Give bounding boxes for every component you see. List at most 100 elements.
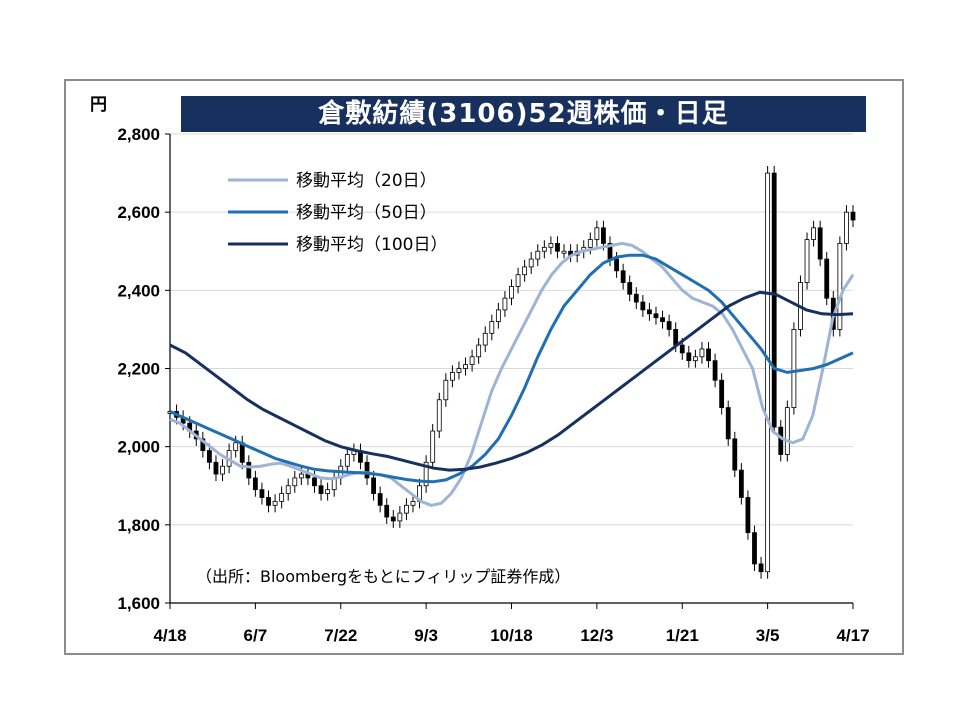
candle-body <box>207 450 212 463</box>
x-tick-label: 4/18 <box>153 626 186 645</box>
candle-body <box>298 473 304 479</box>
candle-body <box>371 477 376 494</box>
candle-body <box>647 309 652 315</box>
candle-body <box>620 270 626 283</box>
legend: 移動平均（20日） 移動平均（50日） 移動平均（100日） <box>228 171 447 255</box>
candle-body <box>456 368 462 373</box>
candle-body <box>811 227 816 240</box>
candle-body <box>312 477 317 487</box>
candle-body <box>765 172 771 573</box>
source-note: （出所：Bloombergをもとにフィリップ証券作成） <box>196 567 570 586</box>
candle-body <box>423 461 429 487</box>
legend-label: 移動平均（100日） <box>296 235 447 255</box>
candle-body <box>502 297 508 311</box>
candle-body <box>220 465 225 475</box>
y-tick-label: 2,000 <box>117 438 160 457</box>
candle-body <box>614 258 619 272</box>
candle-body <box>272 500 278 506</box>
candle-body <box>850 211 856 221</box>
candle-body <box>443 379 449 401</box>
candle-body <box>699 348 705 358</box>
candle-body <box>837 243 843 330</box>
candle-body <box>673 329 679 346</box>
candle-body <box>627 282 633 295</box>
candle-body <box>246 461 252 479</box>
candle-body <box>692 356 698 362</box>
candle-body <box>844 211 849 244</box>
candle-body <box>410 500 416 506</box>
candle-body <box>732 438 738 471</box>
candle-body <box>640 301 646 311</box>
candle-body <box>752 532 757 565</box>
grid <box>170 133 853 526</box>
ma-line-0 <box>169 241 855 507</box>
legend-label: 移動平均（20日） <box>296 171 437 191</box>
candle-body <box>522 266 528 276</box>
candle-body <box>712 360 718 381</box>
ma-line-1 <box>169 253 854 484</box>
y-tick-label: 2,400 <box>117 281 160 300</box>
candle-body <box>279 493 285 502</box>
candle-body <box>404 504 409 514</box>
candle-body <box>778 426 784 455</box>
x-tick-label: 1/21 <box>666 626 699 645</box>
y-unit-label: 円 <box>90 95 107 114</box>
candle-body <box>804 239 810 283</box>
price-series <box>167 166 856 579</box>
y-tick-label: 1,600 <box>117 594 160 613</box>
candle-body <box>633 293 639 303</box>
candle-body <box>325 489 331 494</box>
candle-body <box>252 477 258 491</box>
y-tick-label: 1,800 <box>117 516 160 535</box>
candle-body <box>233 442 239 451</box>
candle-body <box>463 364 468 369</box>
candle-body <box>318 485 324 494</box>
y-tick-label: 2,200 <box>117 360 160 379</box>
candle-body <box>515 274 521 287</box>
candle-body <box>449 372 455 381</box>
candle-body <box>259 489 265 498</box>
candle-body <box>384 504 390 518</box>
legend-label: 移動平均（50日） <box>296 203 437 223</box>
candle-body <box>738 469 744 498</box>
candle-body <box>824 258 830 299</box>
candle-body <box>397 512 403 522</box>
candle-body <box>555 243 560 252</box>
candle-body <box>509 286 514 299</box>
candle-body <box>535 250 541 260</box>
candle-body <box>771 172 777 428</box>
candle-body <box>200 438 206 451</box>
candle-body <box>561 250 567 254</box>
x-tick-label: 12/3 <box>580 626 613 645</box>
candle-body <box>758 563 764 573</box>
x-tick-label: 10/18 <box>490 626 533 645</box>
y-ticks: 1,600 1,800 2,000 2,200 2,400 2,600 2,800 <box>117 125 170 613</box>
ma-line-2 <box>169 290 854 472</box>
candle-body <box>266 497 271 506</box>
candle-body <box>660 317 665 323</box>
candle-body <box>285 485 291 494</box>
candle-body <box>476 344 482 358</box>
candle-body <box>706 348 711 362</box>
moving-average-lines <box>169 241 855 507</box>
x-tick-label: 4/17 <box>836 626 869 645</box>
candle-body <box>817 227 823 260</box>
candle-body <box>745 497 751 534</box>
candle-body <box>679 344 685 354</box>
candle-body <box>213 461 219 475</box>
x-tick-label: 7/22 <box>324 626 357 645</box>
candle-body <box>548 243 554 248</box>
candle-body <box>791 329 797 408</box>
candle-body <box>430 430 436 463</box>
candle-body <box>495 309 501 323</box>
chart-title: 倉敷紡績(3106)52週株価・日足 <box>181 96 866 132</box>
x-ticks: 4/18 6/7 7/22 9/3 10/18 12/3 1/21 3/5 4/17 <box>153 603 870 645</box>
x-tick-label: 6/7 <box>244 626 268 645</box>
candle-body <box>725 407 731 440</box>
candle-body <box>390 516 396 522</box>
candle-body <box>482 332 488 346</box>
candle-body <box>292 477 298 487</box>
candle-body <box>784 407 790 455</box>
x-tick-label: 9/3 <box>414 626 438 645</box>
